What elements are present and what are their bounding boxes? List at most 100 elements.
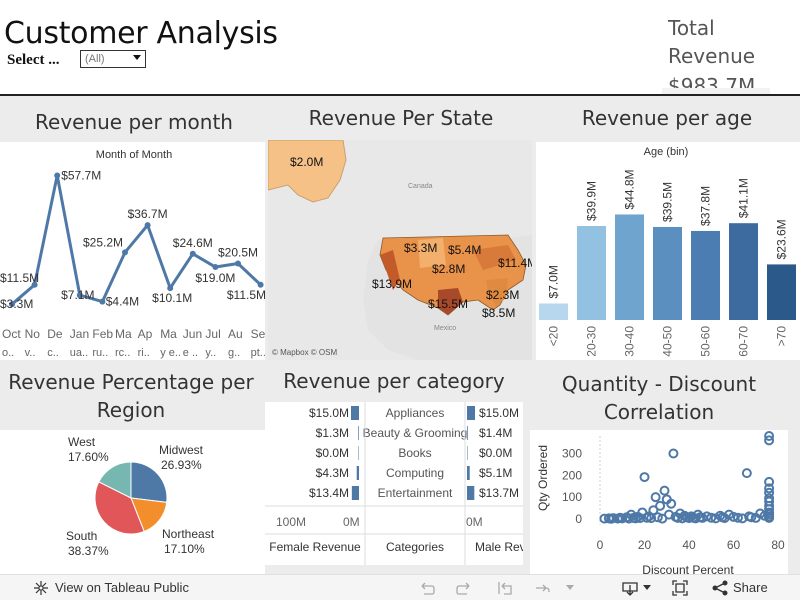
scatter-point[interactable] <box>652 512 663 523</box>
revert-icon[interactable] <box>496 580 514 596</box>
female-bar[interactable] <box>356 466 359 480</box>
male-bar[interactable] <box>467 446 468 460</box>
male-data-label: $13.7M <box>479 486 519 500</box>
month-point[interactable] <box>144 222 151 229</box>
redo-icon[interactable] <box>455 580 473 596</box>
month-point[interactable] <box>76 292 83 299</box>
age-bar[interactable] <box>539 303 568 320</box>
scatter-point[interactable] <box>732 512 743 523</box>
month-tick-label: Jul <box>205 327 220 341</box>
month-tick-sublabel: rc.. <box>115 347 130 359</box>
month-series-line <box>11 175 262 306</box>
female-bar[interactable] <box>351 406 359 420</box>
age-bar[interactable] <box>691 230 720 320</box>
scatter-point[interactable] <box>639 472 650 483</box>
download-icon[interactable] <box>621 579 639 597</box>
pie-slice[interactable] <box>130 461 168 503</box>
map-attribution[interactable]: © Mapbox © OSM <box>272 348 337 357</box>
female-bar[interactable] <box>351 486 359 500</box>
chevron-down-icon <box>133 55 141 60</box>
month-point[interactable] <box>167 285 174 292</box>
month-line-chart[interactable]: Month of Month $3.3M $11.5M $57.7M $7.1M $4.… <box>0 142 266 360</box>
month-tick-sublabel: c.. <box>47 347 59 359</box>
refresh-chevron-down-icon[interactable] <box>566 585 574 591</box>
map-label: $2.8M <box>432 262 465 276</box>
scatter-point[interactable] <box>648 505 659 516</box>
male-axis-tick: 0M <box>466 515 483 529</box>
pie-slice[interactable] <box>94 481 145 535</box>
scatter-point[interactable] <box>728 511 739 522</box>
category-label: Appliances <box>386 406 445 420</box>
scatter-point[interactable] <box>684 513 694 524</box>
scatter-point[interactable] <box>764 435 775 446</box>
scatter-point[interactable] <box>741 468 752 479</box>
scatter-point[interactable] <box>764 431 775 441</box>
age-bar[interactable] <box>767 264 796 320</box>
scatter-point[interactable] <box>617 513 628 524</box>
panel-title-month: Revenue per month <box>35 110 233 134</box>
month-tick-sublabel: y e.. <box>160 347 181 359</box>
panel-title-discount: Quantity - Discount Correlation <box>530 370 788 426</box>
discount-scatter-chart[interactable]: 0 100 200 300 0 20 40 60 80 Discount Percent Qty O… <box>530 430 788 574</box>
select-filter-dropdown[interactable]: (All) <box>80 50 146 68</box>
category-bar-chart[interactable]: $15.0M Appliances $15.0M $1.3M Beauty & Groo… <box>265 402 523 565</box>
month-point[interactable] <box>31 281 38 288</box>
age-data-label: $39.9M <box>585 181 599 221</box>
scatter-point[interactable] <box>764 483 775 494</box>
month-point[interactable] <box>235 260 241 267</box>
map-label: $2.0M <box>290 155 323 169</box>
download-chevron-down-icon[interactable] <box>643 585 651 591</box>
total-revenue-clip <box>662 88 770 95</box>
age-bar[interactable] <box>729 223 758 320</box>
map-label: $2.3M <box>486 288 519 302</box>
age-bar[interactable] <box>653 226 682 320</box>
state-map[interactable]: Canada Mexico $2.0M $3.3M $5.4M $2.8M $1… <box>268 140 532 360</box>
gutter-6 <box>265 565 523 574</box>
scatter-point[interactable] <box>659 485 670 496</box>
undo-icon[interactable] <box>418 580 436 596</box>
scatter-point[interactable] <box>701 511 712 522</box>
month-tick-label: Jun <box>183 327 202 341</box>
gutter-4 <box>522 360 530 574</box>
male-bar[interactable] <box>467 486 475 500</box>
scatter-point[interactable] <box>635 513 646 524</box>
scatter-point[interactable] <box>655 500 666 511</box>
scatter-x-label: Discount Percent <box>642 563 734 574</box>
scatter-point[interactable] <box>764 512 775 523</box>
share-button[interactable]: Share <box>733 580 768 595</box>
map-place-canada: Canada <box>408 183 433 190</box>
scatter-point[interactable] <box>650 492 661 503</box>
scatter-point[interactable] <box>666 498 677 509</box>
month-point[interactable] <box>9 301 15 308</box>
title-band-top <box>0 96 800 142</box>
age-bar-chart[interactable]: Age (bin) $7.0M <20 $39.9M 20-30 $44.8M 30-40… <box>536 142 800 360</box>
male-bar[interactable] <box>467 426 468 440</box>
header-divider <box>0 94 800 96</box>
scatter-point[interactable] <box>764 476 775 487</box>
map-label: $15.5M <box>428 297 468 311</box>
month-data-label: $57.7M <box>61 168 101 182</box>
age-bar[interactable] <box>615 214 644 320</box>
age-bar[interactable] <box>577 226 606 320</box>
month-data-label: $3.3M <box>0 297 33 311</box>
scatter-point[interactable] <box>668 448 679 459</box>
month-point[interactable] <box>212 264 219 271</box>
month-tick-label: Au <box>228 327 243 341</box>
refresh-icon[interactable] <box>533 580 551 596</box>
female-bar[interactable] <box>358 446 360 460</box>
month-point[interactable] <box>257 281 264 288</box>
month-point[interactable] <box>122 249 128 256</box>
month-point[interactable] <box>99 298 106 305</box>
scatter-point[interactable] <box>706 512 717 523</box>
month-point[interactable] <box>189 250 196 257</box>
female-bar[interactable] <box>358 426 359 440</box>
share-icon[interactable] <box>711 579 729 597</box>
view-on-tableau-link[interactable]: View on Tableau Public <box>55 580 189 595</box>
fullscreen-icon[interactable] <box>671 579 689 597</box>
scatter-point[interactable] <box>746 512 757 523</box>
male-bar[interactable] <box>467 406 475 420</box>
month-point[interactable] <box>54 172 61 179</box>
pie-slice[interactable] <box>98 461 132 499</box>
male-bar[interactable] <box>467 466 470 480</box>
